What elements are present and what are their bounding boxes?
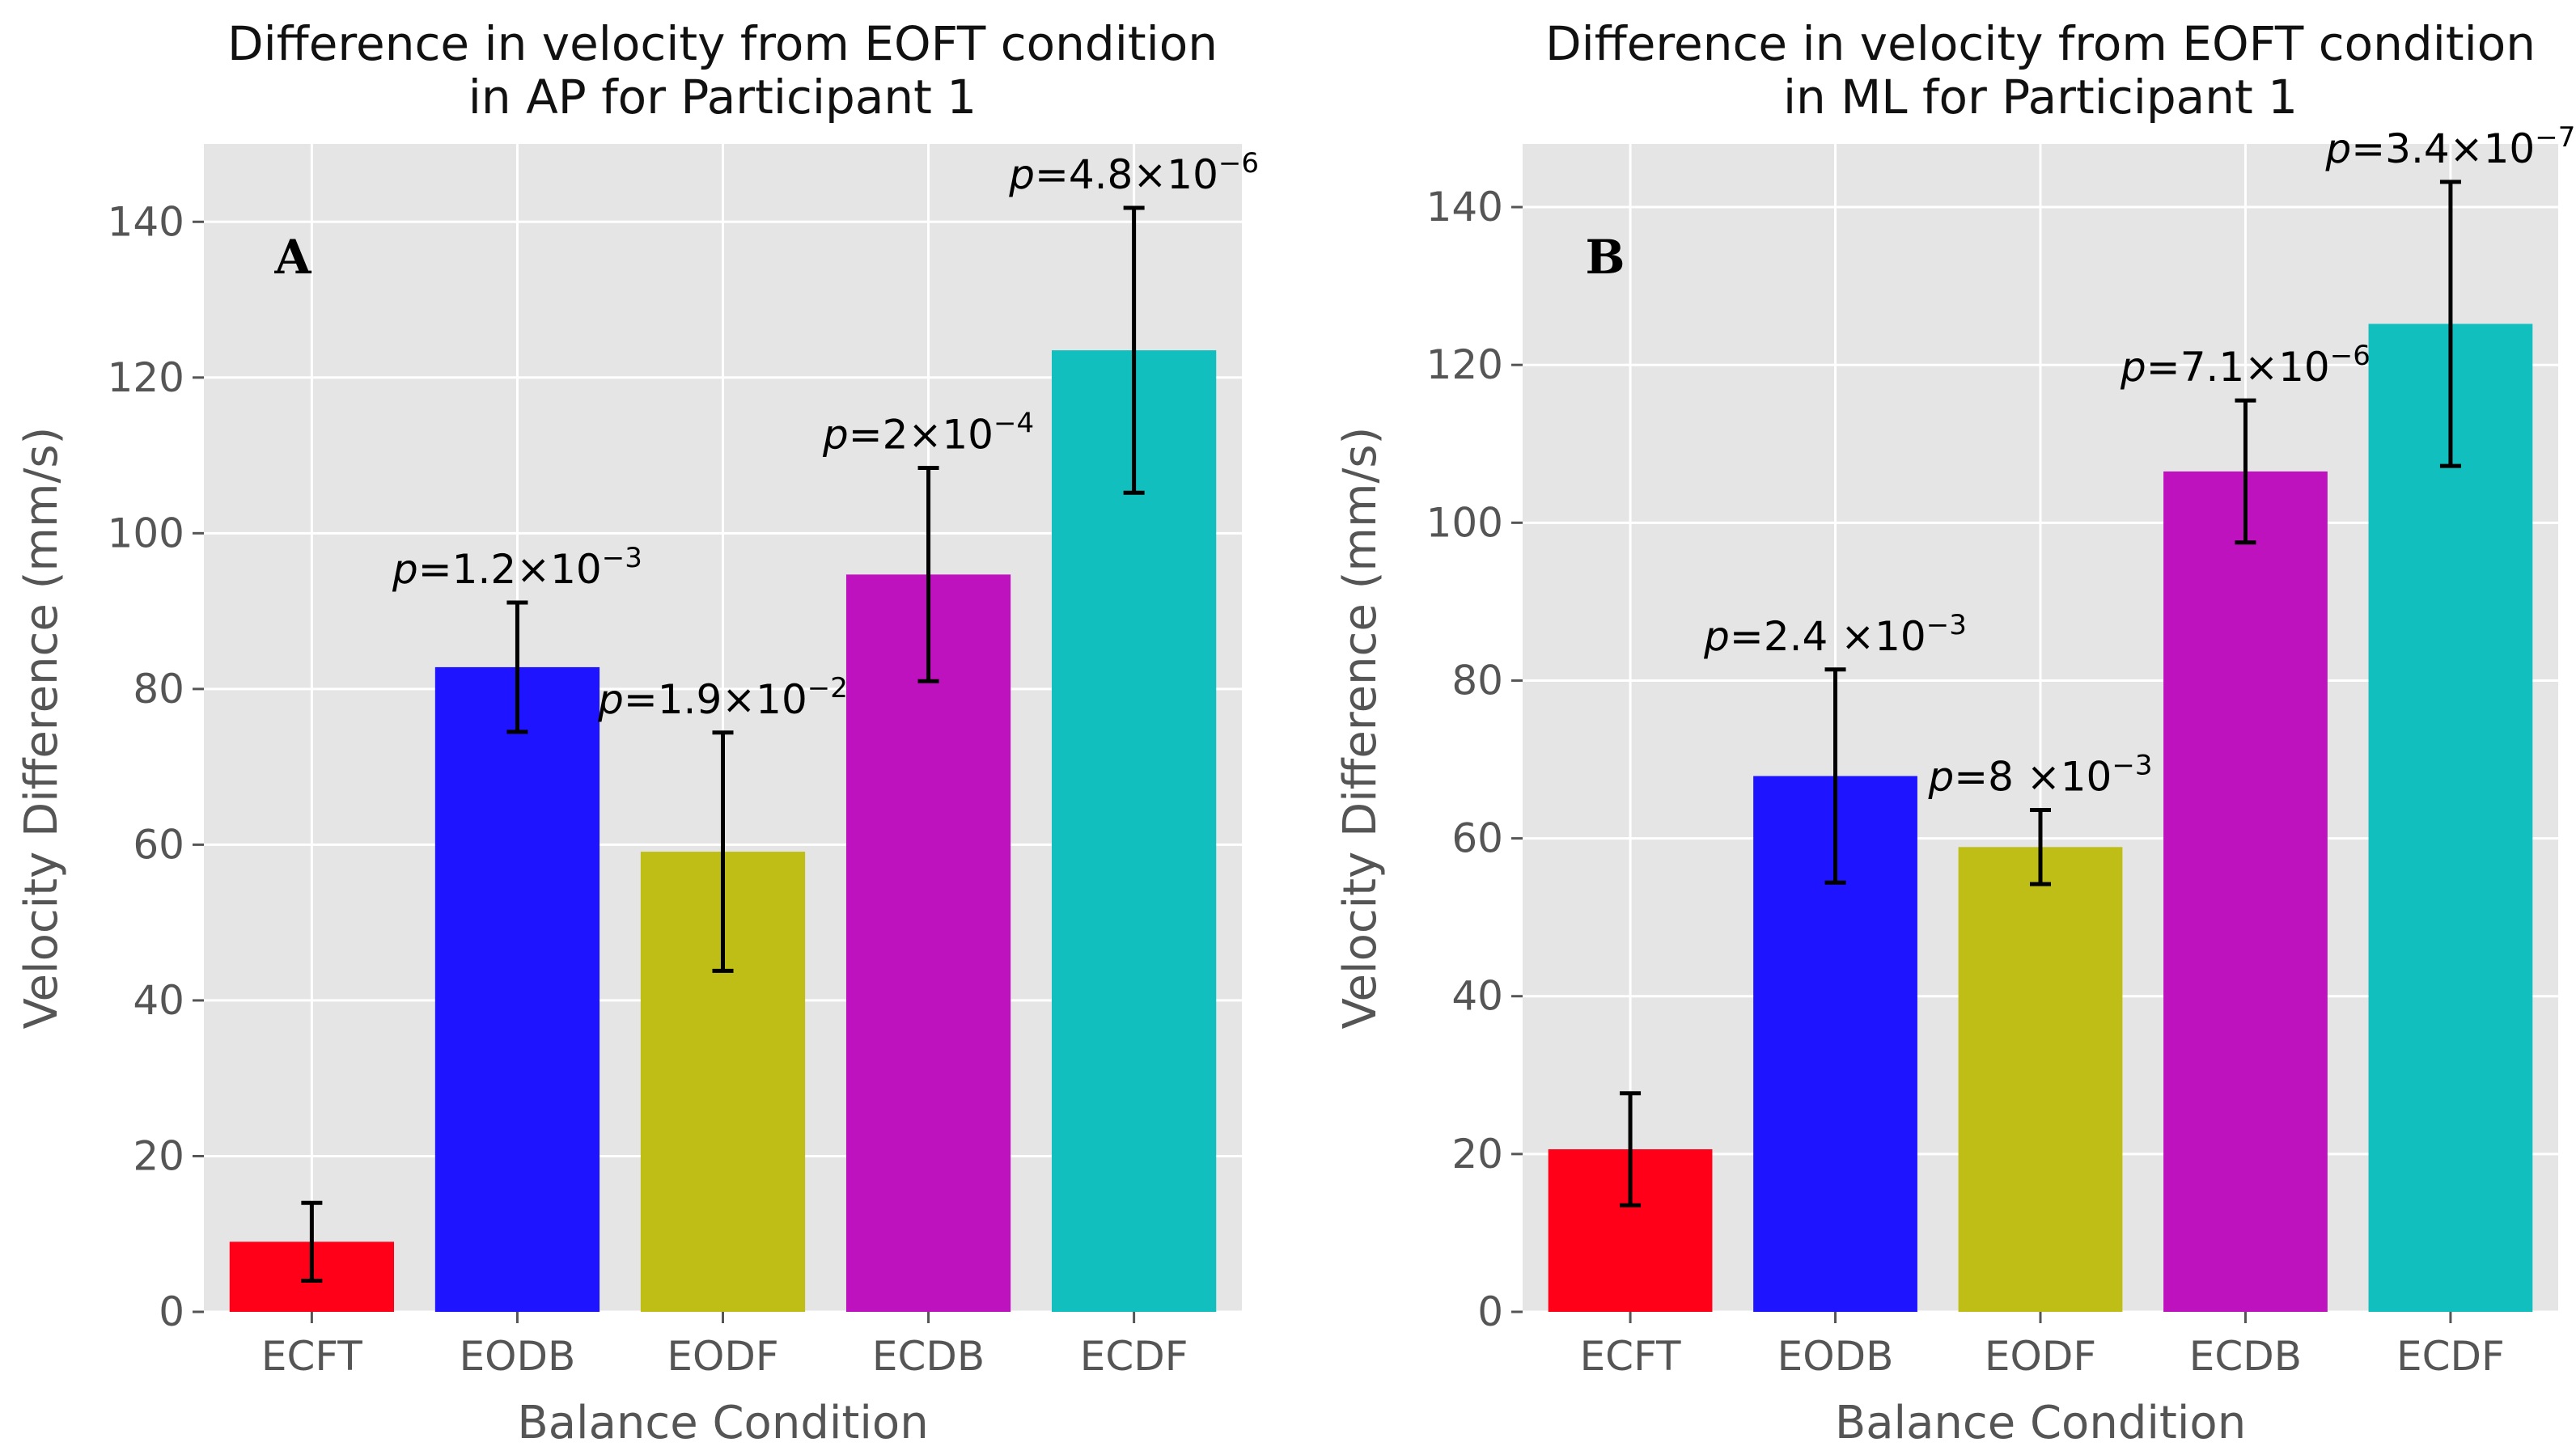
y-axis-label: Velocity Difference (mm/s): [1334, 427, 1387, 1030]
y-tick-label: 140: [108, 198, 184, 245]
chart-title-line: Difference in velocity from EOFT conditi…: [1545, 16, 2536, 71]
x-axis-label: Balance Condition: [517, 1397, 928, 1449]
bar-ecdb: [845, 574, 1011, 1312]
p-value-annotation: p=4.8×10−6: [1008, 147, 1259, 198]
y-tick-label: 0: [1477, 1288, 1503, 1335]
y-tick-label: 140: [1426, 184, 1503, 231]
y-tick-label: 60: [133, 821, 184, 868]
p-value-annotation: p=1.9×10−2: [597, 672, 848, 723]
p-value-annotation: p=1.2×10−3: [392, 542, 642, 593]
x-tick-label: ECDB: [2189, 1333, 2302, 1380]
panel-label: A: [273, 230, 311, 285]
p-value-annotation: p=7.1×10−6: [2120, 340, 2371, 391]
x-tick-label: EODB: [460, 1333, 576, 1380]
y-tick-label: 80: [1451, 657, 1503, 704]
x-tick-label: ECDF: [1080, 1333, 1188, 1380]
y-tick-label: 20: [133, 1132, 184, 1179]
y-tick-label: 60: [1451, 815, 1503, 862]
y-tick-label: 100: [108, 510, 184, 556]
y-axis-label: Velocity Difference (mm/s): [15, 427, 68, 1030]
chart-title-line: in ML for Participant 1: [1783, 70, 2298, 125]
chart-panel-a: p=1.2×10−3 p=1.9×10−2 p=2×10−4 p=4.8×10−6 0 2…: [15, 16, 1259, 1449]
y-tick-label: 40: [1451, 973, 1503, 1020]
x-tick-label: ECFT: [1580, 1333, 1681, 1380]
bar-ecdf: [1051, 350, 1217, 1312]
y-tick-label: 80: [133, 666, 184, 713]
x-axis-label: Balance Condition: [1835, 1397, 2246, 1449]
bar-ecdf: [2368, 324, 2533, 1312]
x-tick-label: EODF: [1985, 1333, 2096, 1380]
y-tick-label: 120: [108, 354, 184, 401]
bar-eodb: [434, 666, 600, 1312]
y-tick-label: 0: [159, 1288, 184, 1335]
panel-label: B: [1585, 230, 1625, 285]
x-tick-label: ECDF: [2396, 1333, 2505, 1380]
x-tick-label: EODB: [1777, 1333, 1894, 1380]
p-value-annotation: p=2.4 ×10−3: [1703, 609, 1967, 660]
p-value-annotation: p=3.4×10−7: [2325, 121, 2576, 172]
chart-panel-b: p=2.4 ×10−3 p=8 ×10−3 p=7.1×10−6 p=3.4×10−7…: [1334, 16, 2575, 1449]
bar-ecdb: [2163, 471, 2328, 1312]
p-value-annotation: p=8 ×10−3: [1928, 749, 2153, 800]
p-value-annotation: p=2×10−4: [822, 407, 1034, 458]
y-tick-label: 40: [133, 977, 184, 1024]
chart-title-line: in AP for Participant 1: [468, 70, 977, 125]
x-tick-label: ECDB: [872, 1333, 985, 1380]
x-tick-label: EODF: [667, 1333, 778, 1380]
y-tick-label: 100: [1426, 499, 1503, 546]
x-tick-label: ECFT: [261, 1333, 362, 1380]
chart-title-line: Difference in velocity from EOFT conditi…: [227, 16, 1218, 71]
y-tick-label: 20: [1451, 1131, 1503, 1178]
bar-eodf: [1958, 847, 2123, 1312]
y-tick-label: 120: [1426, 341, 1503, 388]
